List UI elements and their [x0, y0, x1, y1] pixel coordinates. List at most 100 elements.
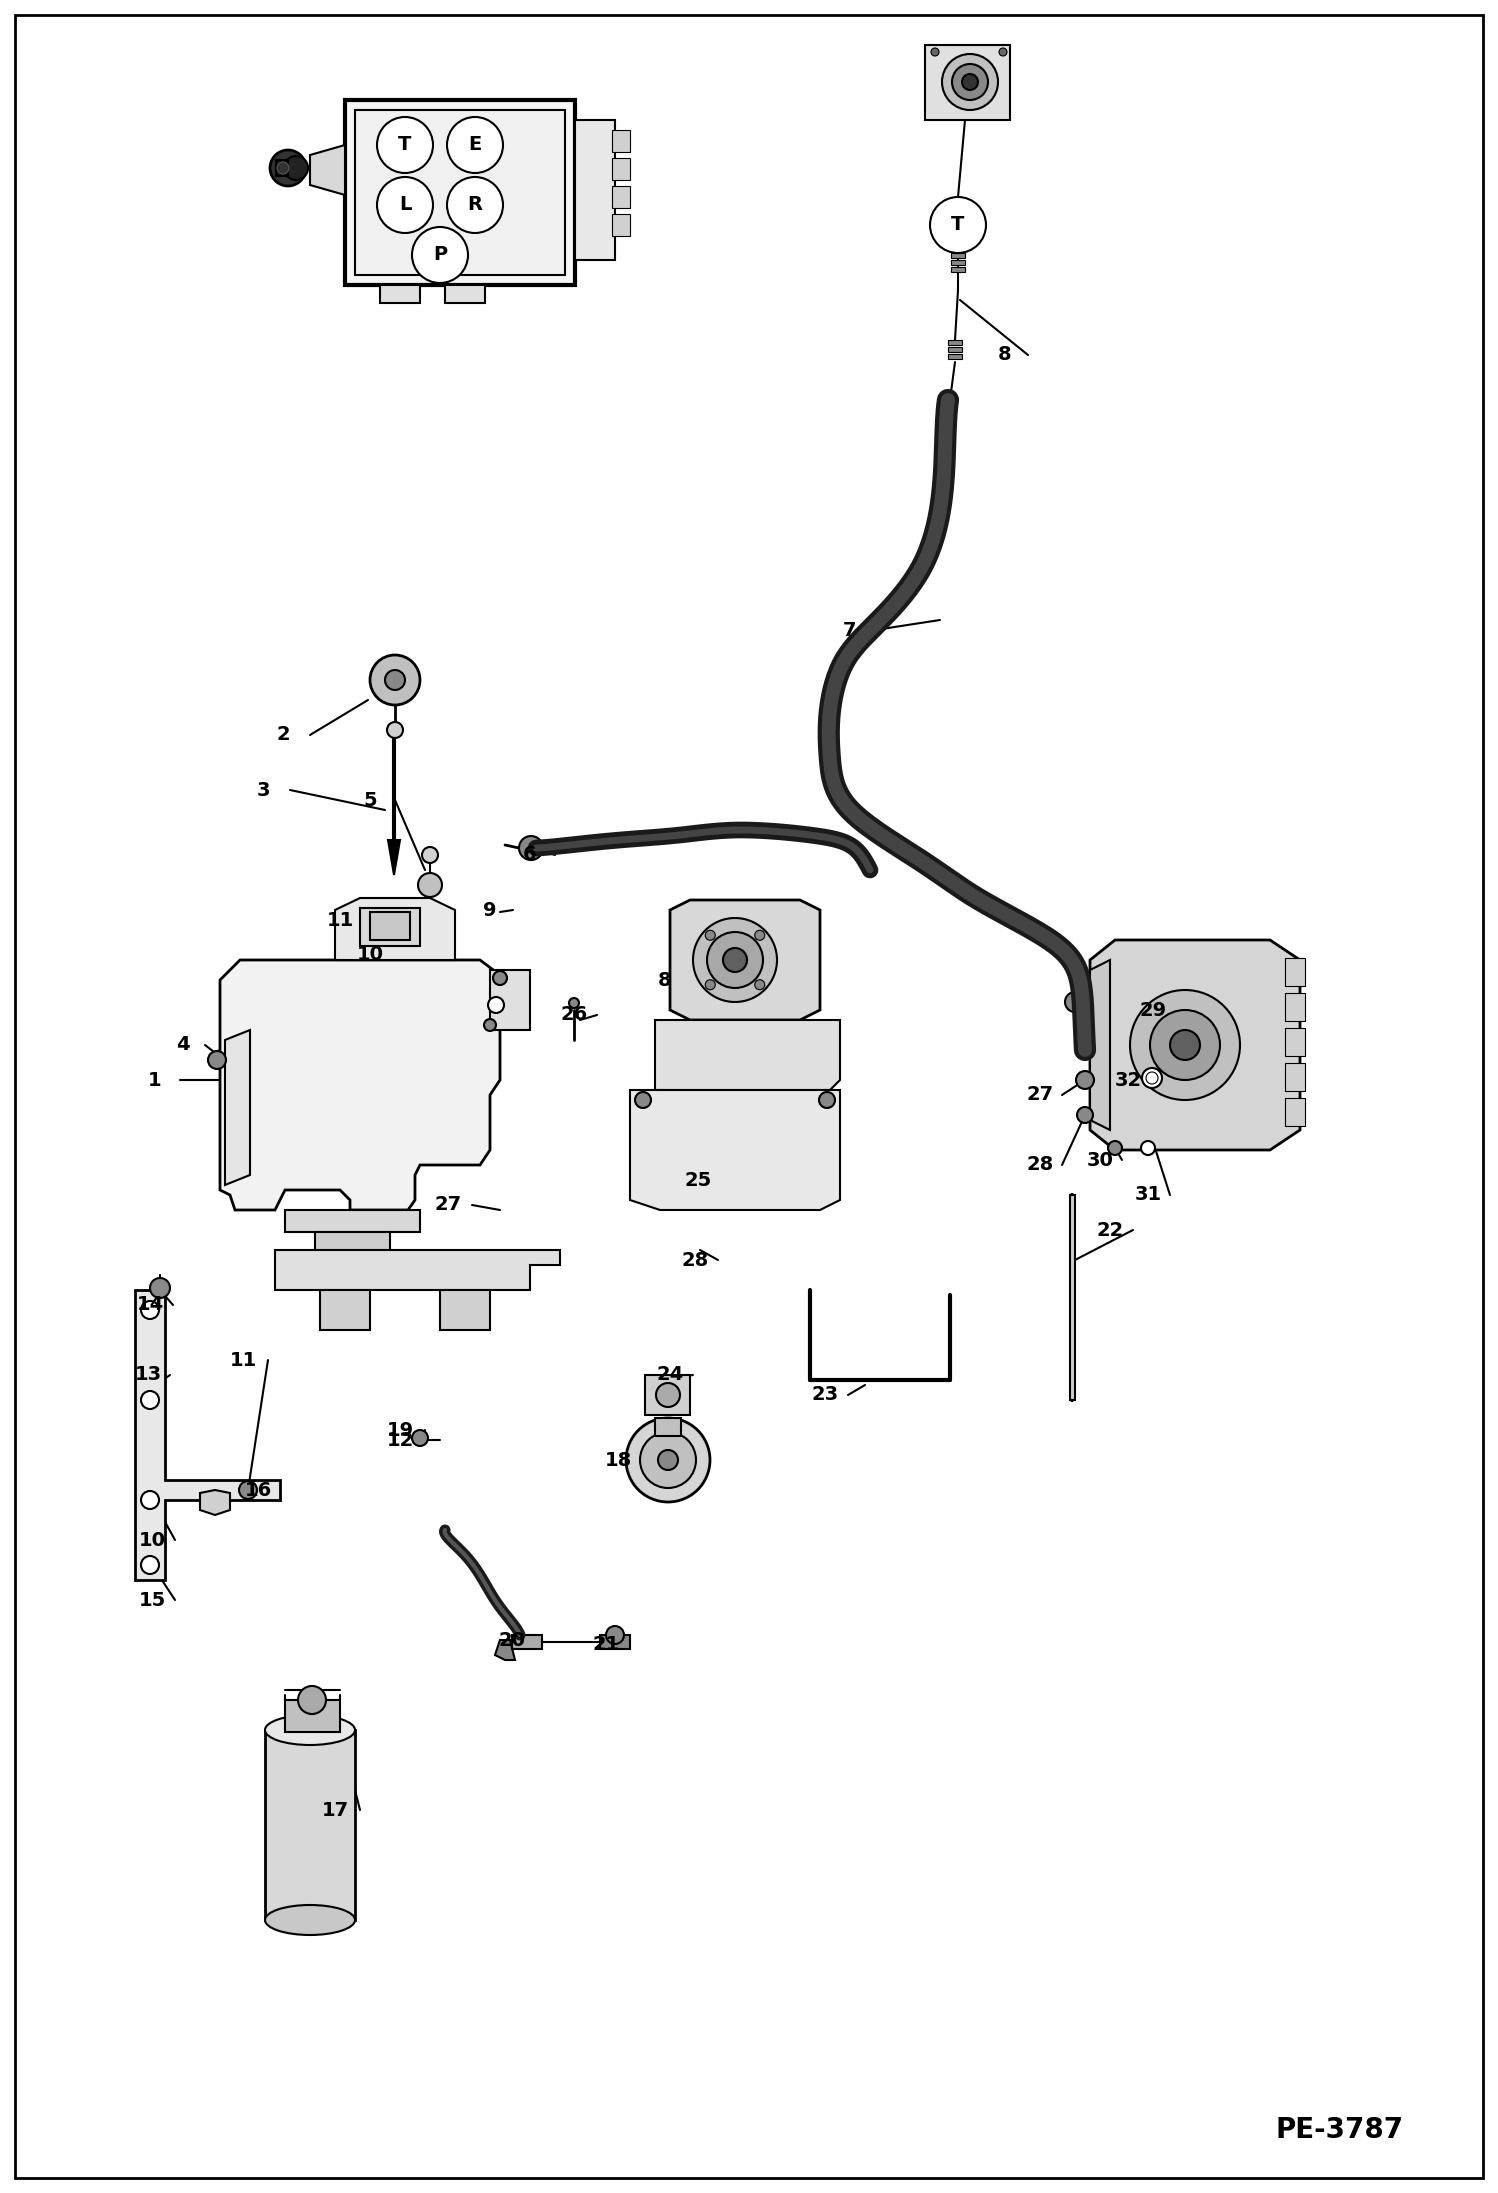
Circle shape	[1065, 991, 1085, 1011]
Text: 1: 1	[148, 1070, 162, 1090]
Circle shape	[755, 980, 765, 989]
Bar	[951, 261, 965, 265]
Circle shape	[285, 156, 309, 180]
Text: 17: 17	[322, 1800, 349, 1820]
Bar	[380, 285, 419, 303]
Text: 14: 14	[136, 1296, 163, 1314]
Text: 22: 22	[1097, 1222, 1124, 1239]
Bar	[285, 1700, 340, 1732]
Text: 27: 27	[1026, 1086, 1053, 1105]
Bar	[321, 1289, 370, 1329]
Circle shape	[141, 1491, 159, 1509]
Circle shape	[707, 932, 762, 989]
Circle shape	[658, 1450, 679, 1469]
Text: P: P	[433, 246, 446, 265]
Circle shape	[962, 75, 978, 90]
Circle shape	[1141, 1068, 1162, 1088]
Circle shape	[1109, 1140, 1122, 1156]
Ellipse shape	[265, 1715, 355, 1746]
Polygon shape	[655, 1020, 840, 1090]
Bar	[285, 1211, 419, 1232]
Polygon shape	[631, 1090, 840, 1211]
Circle shape	[484, 1020, 496, 1031]
Circle shape	[1129, 989, 1240, 1101]
Text: 20: 20	[499, 1632, 526, 1649]
Circle shape	[298, 1686, 327, 1715]
Text: 30: 30	[1086, 1151, 1113, 1169]
Polygon shape	[336, 897, 455, 961]
Text: T: T	[951, 215, 965, 235]
Circle shape	[412, 1430, 428, 1445]
Text: L: L	[398, 195, 410, 215]
Bar	[512, 1636, 542, 1649]
Circle shape	[446, 116, 503, 173]
Polygon shape	[1091, 961, 1110, 1129]
Circle shape	[1150, 1011, 1219, 1079]
Polygon shape	[1091, 941, 1300, 1149]
Circle shape	[999, 48, 1007, 57]
Circle shape	[412, 228, 467, 283]
Bar	[315, 1232, 389, 1252]
Text: 16: 16	[244, 1480, 271, 1500]
Polygon shape	[388, 840, 400, 875]
Bar	[948, 346, 962, 353]
Bar	[370, 912, 410, 941]
Circle shape	[493, 971, 506, 985]
Text: 24: 24	[656, 1366, 683, 1384]
Bar	[1285, 958, 1305, 987]
Bar	[1285, 993, 1305, 1022]
Polygon shape	[135, 1289, 280, 1579]
Text: R: R	[467, 195, 482, 215]
Bar	[613, 186, 631, 208]
Circle shape	[141, 1300, 159, 1318]
Circle shape	[1076, 1070, 1094, 1090]
Text: 7: 7	[843, 621, 857, 640]
Text: 4: 4	[177, 1035, 190, 1055]
Circle shape	[370, 656, 419, 704]
Circle shape	[277, 162, 289, 173]
Circle shape	[930, 197, 986, 252]
Circle shape	[385, 671, 404, 691]
Circle shape	[942, 55, 998, 110]
Polygon shape	[220, 961, 500, 1211]
Text: 12: 12	[386, 1430, 413, 1450]
Bar	[948, 340, 962, 344]
Text: 15: 15	[138, 1590, 166, 1610]
Circle shape	[422, 846, 437, 864]
Circle shape	[1170, 1031, 1200, 1059]
Bar	[646, 1375, 691, 1414]
Circle shape	[607, 1625, 625, 1645]
Bar	[613, 129, 631, 151]
Circle shape	[377, 116, 433, 173]
Bar	[355, 110, 565, 274]
Circle shape	[706, 930, 715, 941]
Circle shape	[418, 873, 442, 897]
Text: 29: 29	[1140, 1000, 1167, 1020]
Circle shape	[150, 1279, 169, 1298]
Bar	[951, 252, 965, 259]
Bar	[490, 969, 530, 1031]
Circle shape	[488, 998, 503, 1013]
Text: 11: 11	[229, 1351, 256, 1368]
Text: 13: 13	[135, 1366, 162, 1384]
Text: 28: 28	[682, 1250, 709, 1270]
Text: 9: 9	[484, 901, 497, 919]
Text: 10: 10	[138, 1531, 165, 1550]
Polygon shape	[201, 1489, 231, 1515]
Circle shape	[141, 1390, 159, 1408]
Bar	[655, 1419, 682, 1436]
Circle shape	[724, 947, 748, 971]
Circle shape	[446, 178, 503, 232]
Polygon shape	[670, 899, 819, 1020]
Text: 5: 5	[363, 789, 377, 809]
Circle shape	[656, 1384, 680, 1408]
Bar	[1285, 1099, 1305, 1125]
Polygon shape	[1070, 1195, 1076, 1399]
Text: PE-3787: PE-3787	[1276, 2116, 1404, 2145]
Text: 27: 27	[434, 1195, 461, 1215]
Bar	[345, 101, 575, 285]
Ellipse shape	[265, 1906, 355, 1934]
Bar	[601, 1636, 631, 1649]
Circle shape	[1141, 1140, 1155, 1156]
Circle shape	[819, 1092, 834, 1107]
